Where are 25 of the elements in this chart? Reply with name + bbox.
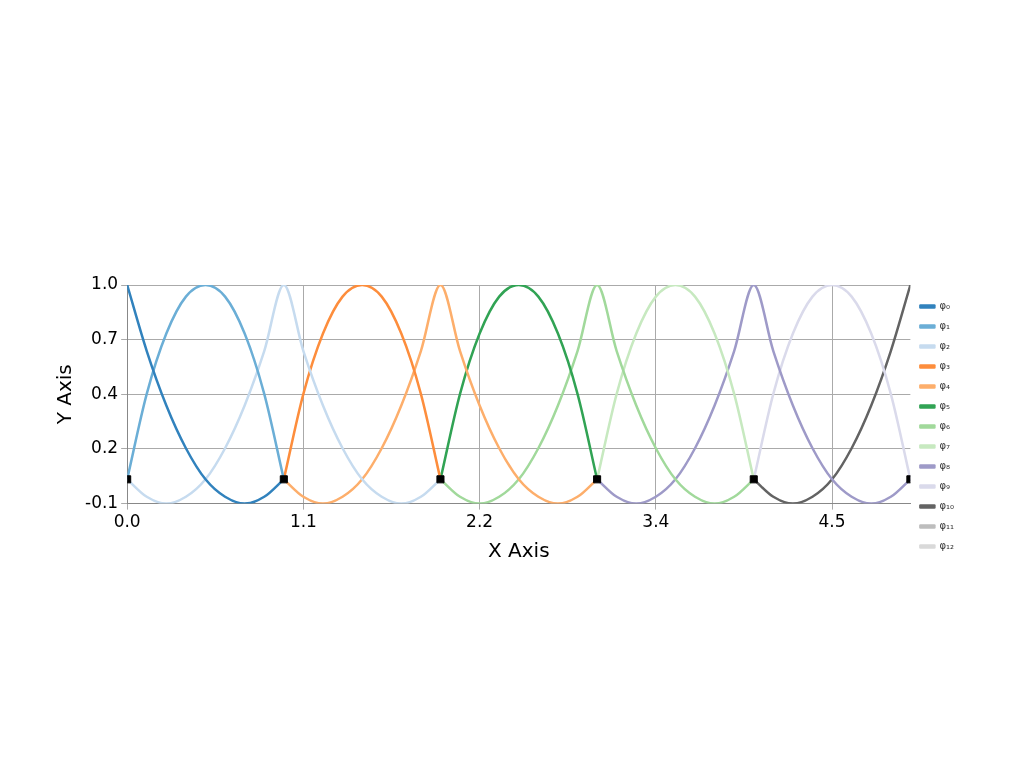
legend-label: φ₀ (939, 300, 950, 312)
legend-label: φ₅ (939, 400, 950, 412)
legend-label: φ₈ (939, 460, 950, 472)
y-tick-label: 0.7 (91, 328, 119, 349)
y-tick-label: 0.2 (91, 437, 119, 458)
legend-label: φ₆ (939, 420, 950, 432)
x-axis-title: X Axis (488, 538, 550, 563)
x-tick-label: 3.4 (642, 511, 670, 532)
legend-label: φ₂ (939, 340, 950, 352)
legend-label: φ₁ (939, 320, 950, 332)
legend-label: φ₉ (939, 480, 950, 492)
legend-label: φ₃ (939, 360, 950, 372)
legend-label: φ₇ (939, 440, 950, 452)
legend-label: φ₁₁ (939, 520, 955, 532)
x-tick-label: 2.2 (466, 511, 494, 532)
x-tick-label: 0.0 (113, 511, 141, 532)
y-axis-title: Y Axis (52, 364, 77, 426)
legend-label: φ₁₀ (939, 500, 955, 512)
y-tick-label: -0.1 (85, 492, 119, 513)
x-tick-label: 4.5 (818, 511, 846, 532)
legend-label: φ₄ (939, 380, 950, 392)
y-tick-label: 1.0 (91, 273, 119, 294)
x-tick-label: 1.1 (289, 511, 317, 532)
legend-label: φ₁₂ (939, 540, 955, 552)
y-tick-label: 0.4 (91, 382, 119, 403)
